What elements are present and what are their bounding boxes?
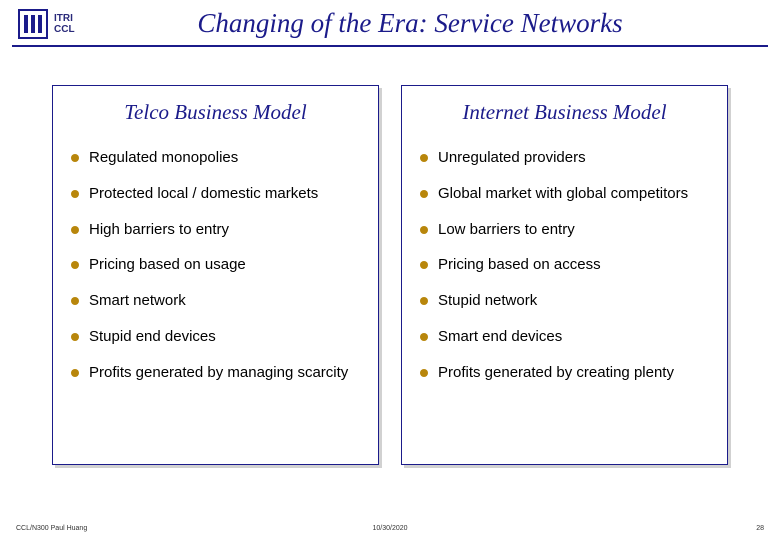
list-item: Profits generated by managing scarcity — [69, 364, 362, 383]
column-left-list: Regulated monopolies Protected local / d… — [69, 149, 362, 382]
org-name: ITRI CCL — [54, 13, 75, 35]
column-right: Internet Business Model Unregulated prov… — [401, 85, 728, 465]
column-left: Telco Business Model Regulated monopolie… — [52, 85, 379, 465]
list-item: Pricing based on usage — [69, 256, 362, 275]
list-item: Smart network — [69, 292, 362, 311]
org-logo-block: ITRI CCL — [18, 9, 110, 39]
list-item: Low barriers to entry — [418, 221, 711, 240]
page-title: Changing of the Era: Service Networks — [110, 8, 750, 39]
slide: ITRI CCL Changing of the Era: Service Ne… — [0, 0, 780, 540]
list-item: Smart end devices — [418, 328, 711, 347]
org-logo-icon — [18, 9, 48, 39]
header: ITRI CCL Changing of the Era: Service Ne… — [0, 0, 780, 45]
list-item: Profits generated by creating plenty — [418, 364, 711, 383]
org-line2: CCL — [54, 24, 75, 35]
list-item: Unregulated providers — [418, 149, 711, 168]
footer-center: 10/30/2020 — [372, 525, 407, 532]
footer-left: CCL/N300 Paul Huang — [16, 525, 87, 532]
list-item: Stupid network — [418, 292, 711, 311]
org-line1: ITRI — [54, 13, 75, 24]
list-item: High barriers to entry — [69, 221, 362, 240]
list-item: Stupid end devices — [69, 328, 362, 347]
list-item: Pricing based on access — [418, 256, 711, 275]
column-right-title: Internet Business Model — [418, 100, 711, 125]
list-item: Regulated monopolies — [69, 149, 362, 168]
list-item: Protected local / domestic markets — [69, 185, 362, 204]
list-item: Global market with global competitors — [418, 185, 711, 204]
column-right-list: Unregulated providers Global market with… — [418, 149, 711, 382]
footer-right: 28 — [756, 525, 764, 532]
column-left-title: Telco Business Model — [69, 100, 362, 125]
columns: Telco Business Model Regulated monopolie… — [0, 47, 780, 465]
